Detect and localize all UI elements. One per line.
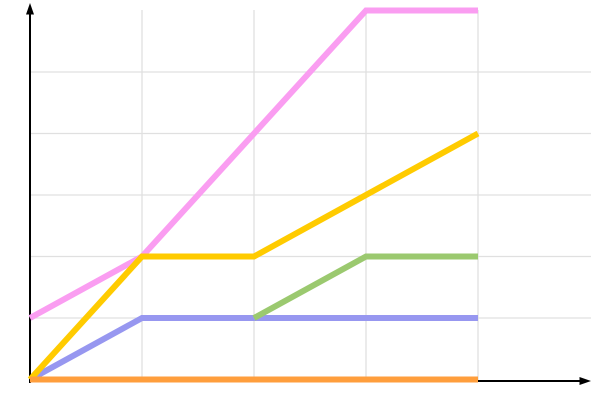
x-axis-arrow-icon — [579, 377, 591, 385]
green-line — [252, 253, 478, 321]
gold-line — [27, 130, 480, 382]
y-axis-arrow-icon — [26, 3, 34, 15]
violet-line — [28, 7, 478, 321]
blue-line — [28, 315, 478, 383]
